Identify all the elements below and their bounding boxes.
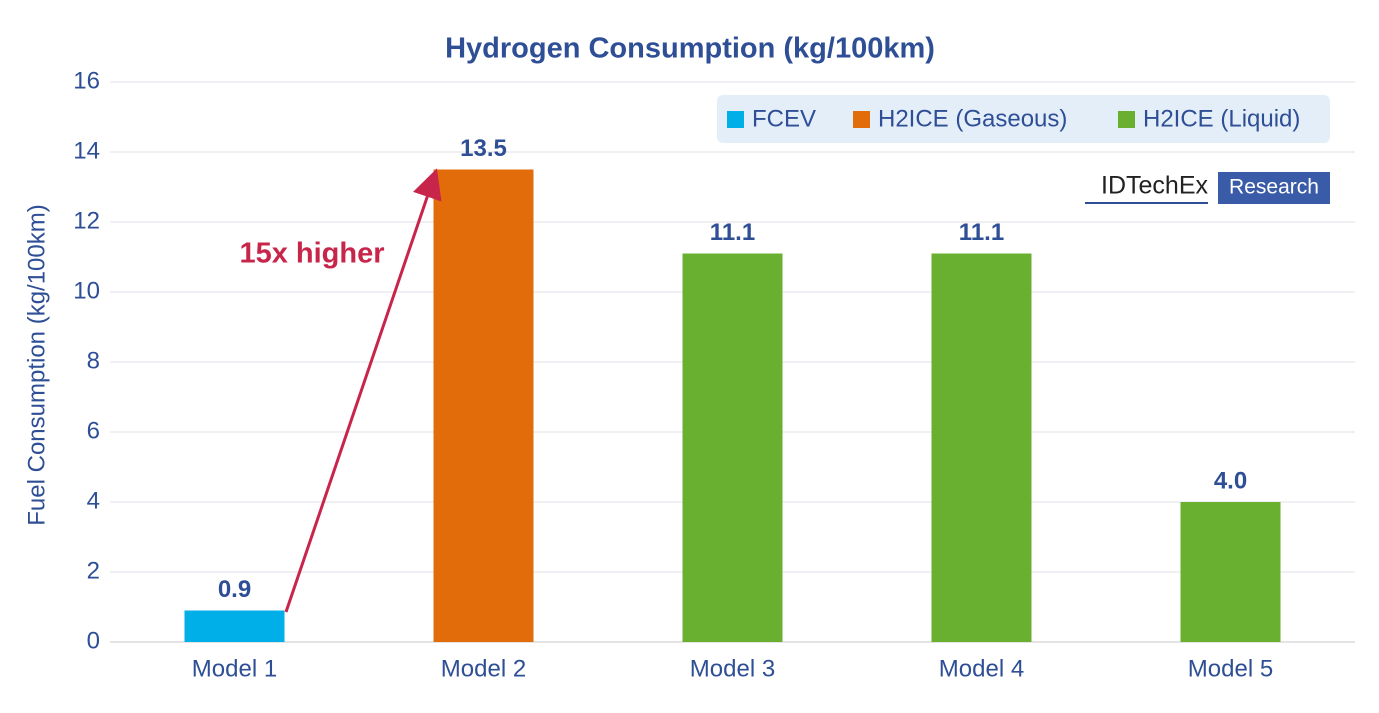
bar [184, 610, 285, 642]
x-tick-label: Model 1 [192, 655, 277, 682]
bar [931, 253, 1032, 642]
bar [1180, 502, 1281, 642]
logo-tag: Research [1229, 176, 1319, 199]
legend-label: H2ICE (Gaseous) [878, 105, 1067, 132]
x-tick-label: Model 2 [441, 655, 526, 682]
y-tick-label: 6 [87, 417, 100, 444]
y-tick-label: 2 [87, 557, 100, 584]
y-tick-label: 12 [73, 207, 100, 234]
logo-name: IDTechEx [1101, 172, 1208, 200]
bar [682, 253, 783, 642]
annotation-arrow [284, 168, 442, 613]
y-axis-label: Fuel Consumption (kg/100km) [23, 204, 50, 525]
value-label: 0.9 [218, 576, 251, 603]
legend-swatch [853, 111, 870, 128]
bar [433, 169, 534, 642]
value-label: 11.1 [959, 219, 1004, 246]
y-tick-label: 16 [73, 67, 100, 94]
x-tick-label: Model 3 [690, 655, 775, 682]
legend-label: H2ICE (Liquid) [1143, 105, 1300, 132]
legend-swatch [1118, 111, 1135, 128]
x-tick-label: Model 4 [939, 655, 1024, 682]
value-label: 11.1 [710, 219, 755, 246]
value-label: 13.5 [460, 135, 507, 162]
legend-label: FCEV [752, 105, 816, 132]
value-label: 4.0 [1214, 467, 1247, 494]
chart-title: Hydrogen Consumption (kg/100km) [445, 33, 935, 65]
y-tick-label: 0 [87, 627, 100, 654]
y-tick-label: 14 [73, 137, 100, 164]
y-tick-label: 4 [87, 487, 100, 514]
x-tick-label: Model 5 [1188, 655, 1273, 682]
logo-tag-box [1218, 172, 1330, 204]
y-tick-label: 8 [87, 347, 100, 374]
annotation: 15x higher [239, 238, 384, 270]
y-tick-label: 10 [73, 277, 100, 304]
legend-swatch [727, 111, 744, 128]
legend: FCEV H2ICE (Gaseous) H2ICE (Liquid) [727, 105, 1300, 132]
legend-box [717, 95, 1330, 143]
